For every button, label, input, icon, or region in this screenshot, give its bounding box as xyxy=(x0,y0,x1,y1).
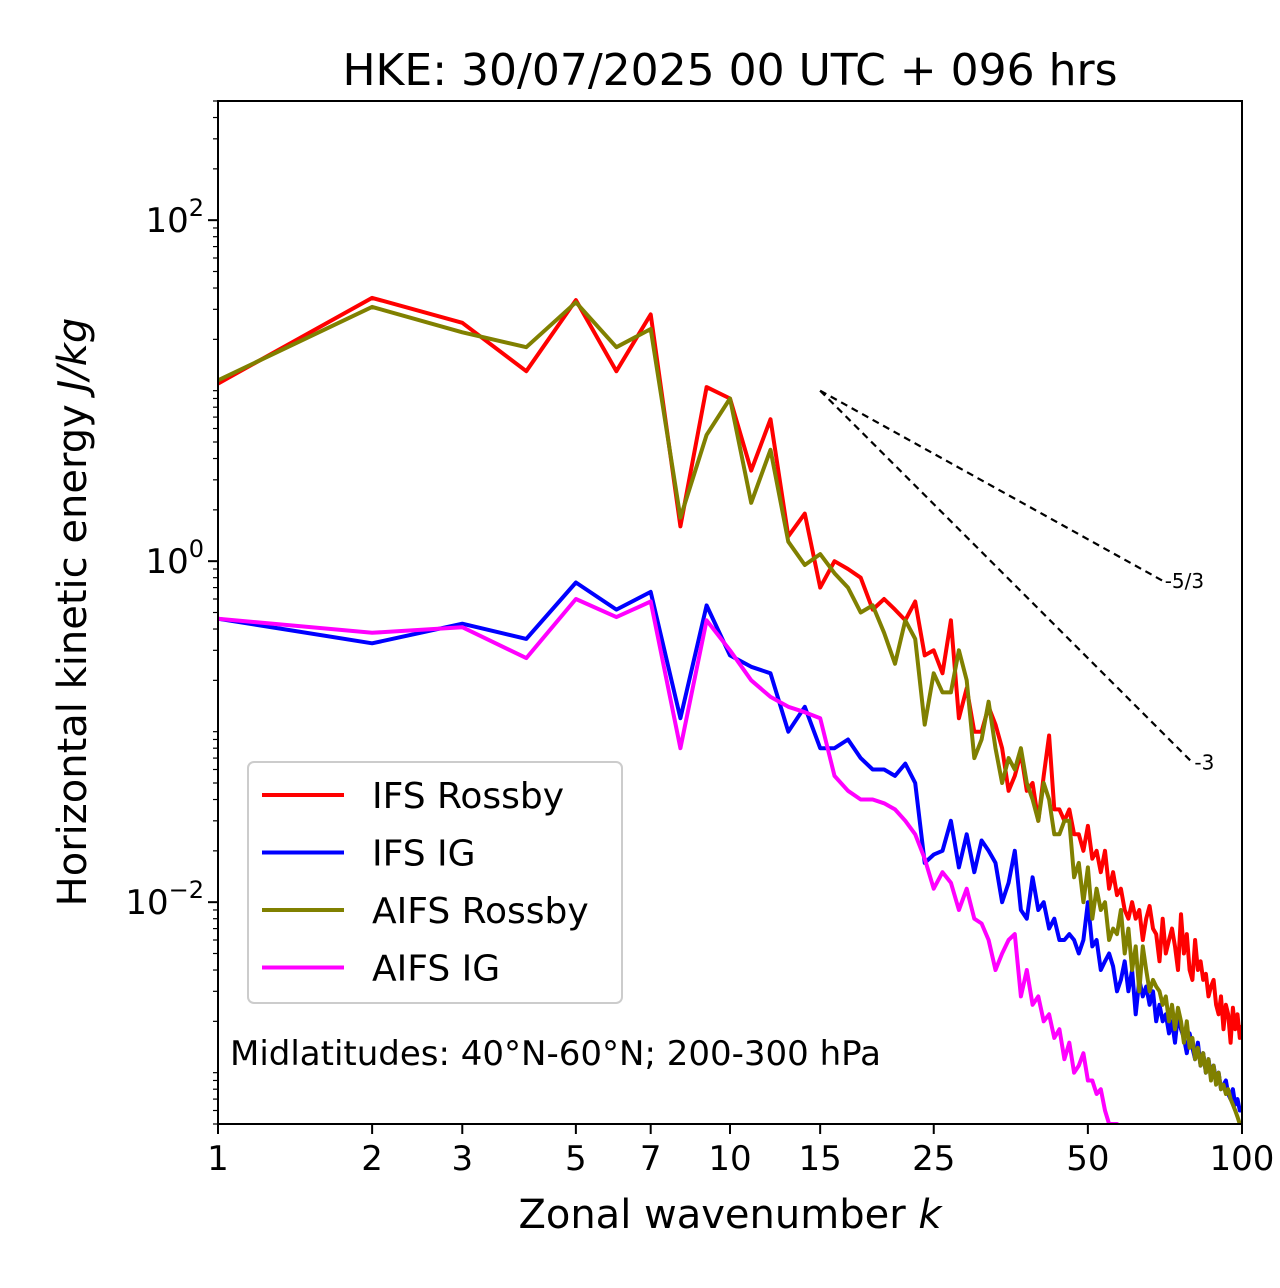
y-tick-base: 10 xyxy=(145,542,188,582)
x-tick-label: 5 xyxy=(565,1139,587,1179)
y-tick-exponent: 2 xyxy=(189,194,204,222)
x-tick-label: 3 xyxy=(451,1139,473,1179)
x-tick-label: 7 xyxy=(640,1139,662,1179)
x-tick-label: 100 xyxy=(1210,1139,1275,1179)
reference-slope-line xyxy=(819,389,1194,764)
y-tick-label: 100 xyxy=(145,535,204,582)
x-tick-label: 50 xyxy=(1066,1139,1109,1179)
x-tick-label: 10 xyxy=(708,1139,751,1179)
y-axis-label: Horizontal kinetic energy J/kg xyxy=(50,318,96,907)
x-axis-label: Zonal wavenumber k xyxy=(518,1192,943,1238)
legend-label-ifs-ig: IFS IG xyxy=(372,834,476,875)
x-tick-label: 1 xyxy=(207,1139,229,1179)
plot-frame xyxy=(217,100,1243,1125)
reference-slopes: -5/3 -3 xyxy=(819,389,1214,775)
x-tick-labels: 1 2 3 5 7 10 15 25 50 100 xyxy=(207,1139,1274,1179)
legend-box xyxy=(247,761,623,1004)
y-tick-label: 102 xyxy=(145,194,204,241)
reference-slope-label: -3 xyxy=(1194,751,1214,775)
y-tick-label: 10−2 xyxy=(125,876,204,923)
reference-slope-label: -5/3 xyxy=(1165,569,1204,593)
x-tick-label: 15 xyxy=(799,1139,842,1179)
y-tick-base: 10 xyxy=(145,201,188,241)
y-axis-label-main: Horizontal kinetic energy xyxy=(50,392,96,907)
region-annotation: Midlatitudes: 40°N-60°N; 200-300 hPa xyxy=(230,1034,881,1074)
legend-label-ifs-rossby: IFS Rossby xyxy=(372,776,564,817)
y-axis-label-units: J/kg xyxy=(50,318,96,399)
x-tick-label: 25 xyxy=(912,1139,955,1179)
legend-label-aifs-ig: AIFS IG xyxy=(372,949,500,990)
reference-slope-line xyxy=(819,389,1164,582)
y-tick-exponent: 0 xyxy=(189,535,204,563)
x-axis-label-main: Zonal wavenumber xyxy=(518,1192,918,1238)
x-tick-label: 2 xyxy=(361,1139,383,1179)
series-layer xyxy=(218,295,1242,1124)
chart-title: HKE: 30/07/2025 00 UTC + 096 hrs xyxy=(342,45,1117,96)
y-tick-exponent: −2 xyxy=(169,876,204,904)
legend-label-aifs-rossby: AIFS Rossby xyxy=(372,891,589,932)
legend: IFS Rossby IFS IG AIFS Rossby AIFS IG xyxy=(247,761,623,1004)
x-axis-label-var: k xyxy=(918,1192,943,1238)
major-ticks xyxy=(208,219,1243,1134)
y-tick-base: 10 xyxy=(125,883,168,923)
series-line-aifs-rossby xyxy=(218,300,1242,1124)
series-line-ifs-rossby xyxy=(218,295,1242,1045)
series-line-aifs-ig xyxy=(218,597,1121,1124)
